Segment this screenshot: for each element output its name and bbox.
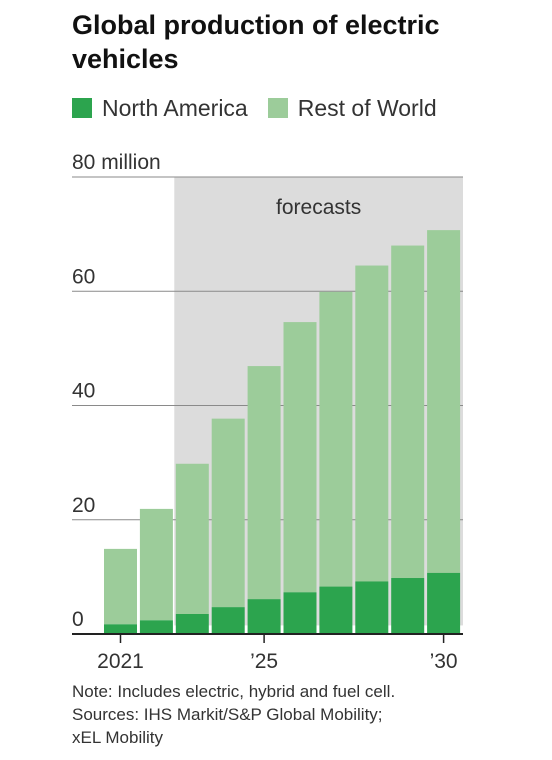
bar-rest-of-world-2025 <box>247 366 281 600</box>
y-tick-label-80: 80 million <box>72 151 161 174</box>
footnotes: Note: Includes electric, hybrid and fuel… <box>72 680 532 749</box>
bar-rest-of-world-2024 <box>211 418 245 608</box>
x-tick-label-2021: 2021 <box>97 650 144 673</box>
bar-chart: forecasts 0 20 40 60 80 million 2021 ’25 ’30 <box>72 151 464 673</box>
y-tick-label-0: 0 <box>72 608 84 631</box>
bar-rest-of-world-2026 <box>283 322 317 593</box>
bar-rest-of-world-2023 <box>175 463 209 615</box>
sources-text-line2: xEL Mobility <box>72 728 164 747</box>
y-tick-label-40: 40 <box>72 380 95 403</box>
bar-north-america-2025 <box>247 599 281 634</box>
legend-label-north-america: North America <box>102 94 248 121</box>
bar-north-america-2027 <box>319 586 353 634</box>
bar-rest-of-world-2030 <box>427 230 461 573</box>
bar-north-america-2022 <box>139 620 173 634</box>
bar-north-america-2030 <box>427 572 461 634</box>
y-tick-label-60: 60 <box>72 265 95 288</box>
bar-north-america-2028 <box>355 581 389 634</box>
legend-swatch-rest-of-world <box>267 98 288 118</box>
bar-rest-of-world-2029 <box>391 245 425 579</box>
chart-title: Global production of electric vehicles <box>72 10 440 74</box>
bar-north-america-2023 <box>175 614 209 634</box>
bar-north-america-2024 <box>211 607 245 634</box>
y-tick-label-20: 20 <box>72 494 95 517</box>
legend-item-north-america: North America <box>72 95 248 122</box>
legend-item-rest-of-world: Rest of World <box>267 94 437 122</box>
forecast-label: forecasts <box>276 196 361 219</box>
legend-swatch-north-america <box>72 98 92 118</box>
bar-rest-of-world-2022 <box>139 508 173 621</box>
bar-rest-of-world-2021 <box>104 548 137 625</box>
legend: North America Rest of World <box>72 92 457 124</box>
bar-rest-of-world-2027 <box>319 291 353 587</box>
x-tick-label-2030: ’30 <box>430 650 458 673</box>
legend-label-rest-of-world: Rest of World <box>297 94 437 121</box>
note-text: Note: Includes electric, hybrid and fuel… <box>72 682 396 701</box>
bar-north-america-2029 <box>391 578 425 634</box>
bar-north-america-2026 <box>283 592 317 634</box>
sources-text-line1: Sources: IHS Markit/S&P Global Mobility; <box>72 705 383 724</box>
x-tick-label-2025: ’25 <box>250 650 278 673</box>
bar-north-america-2021 <box>104 624 137 634</box>
bar-rest-of-world-2028 <box>355 265 389 582</box>
